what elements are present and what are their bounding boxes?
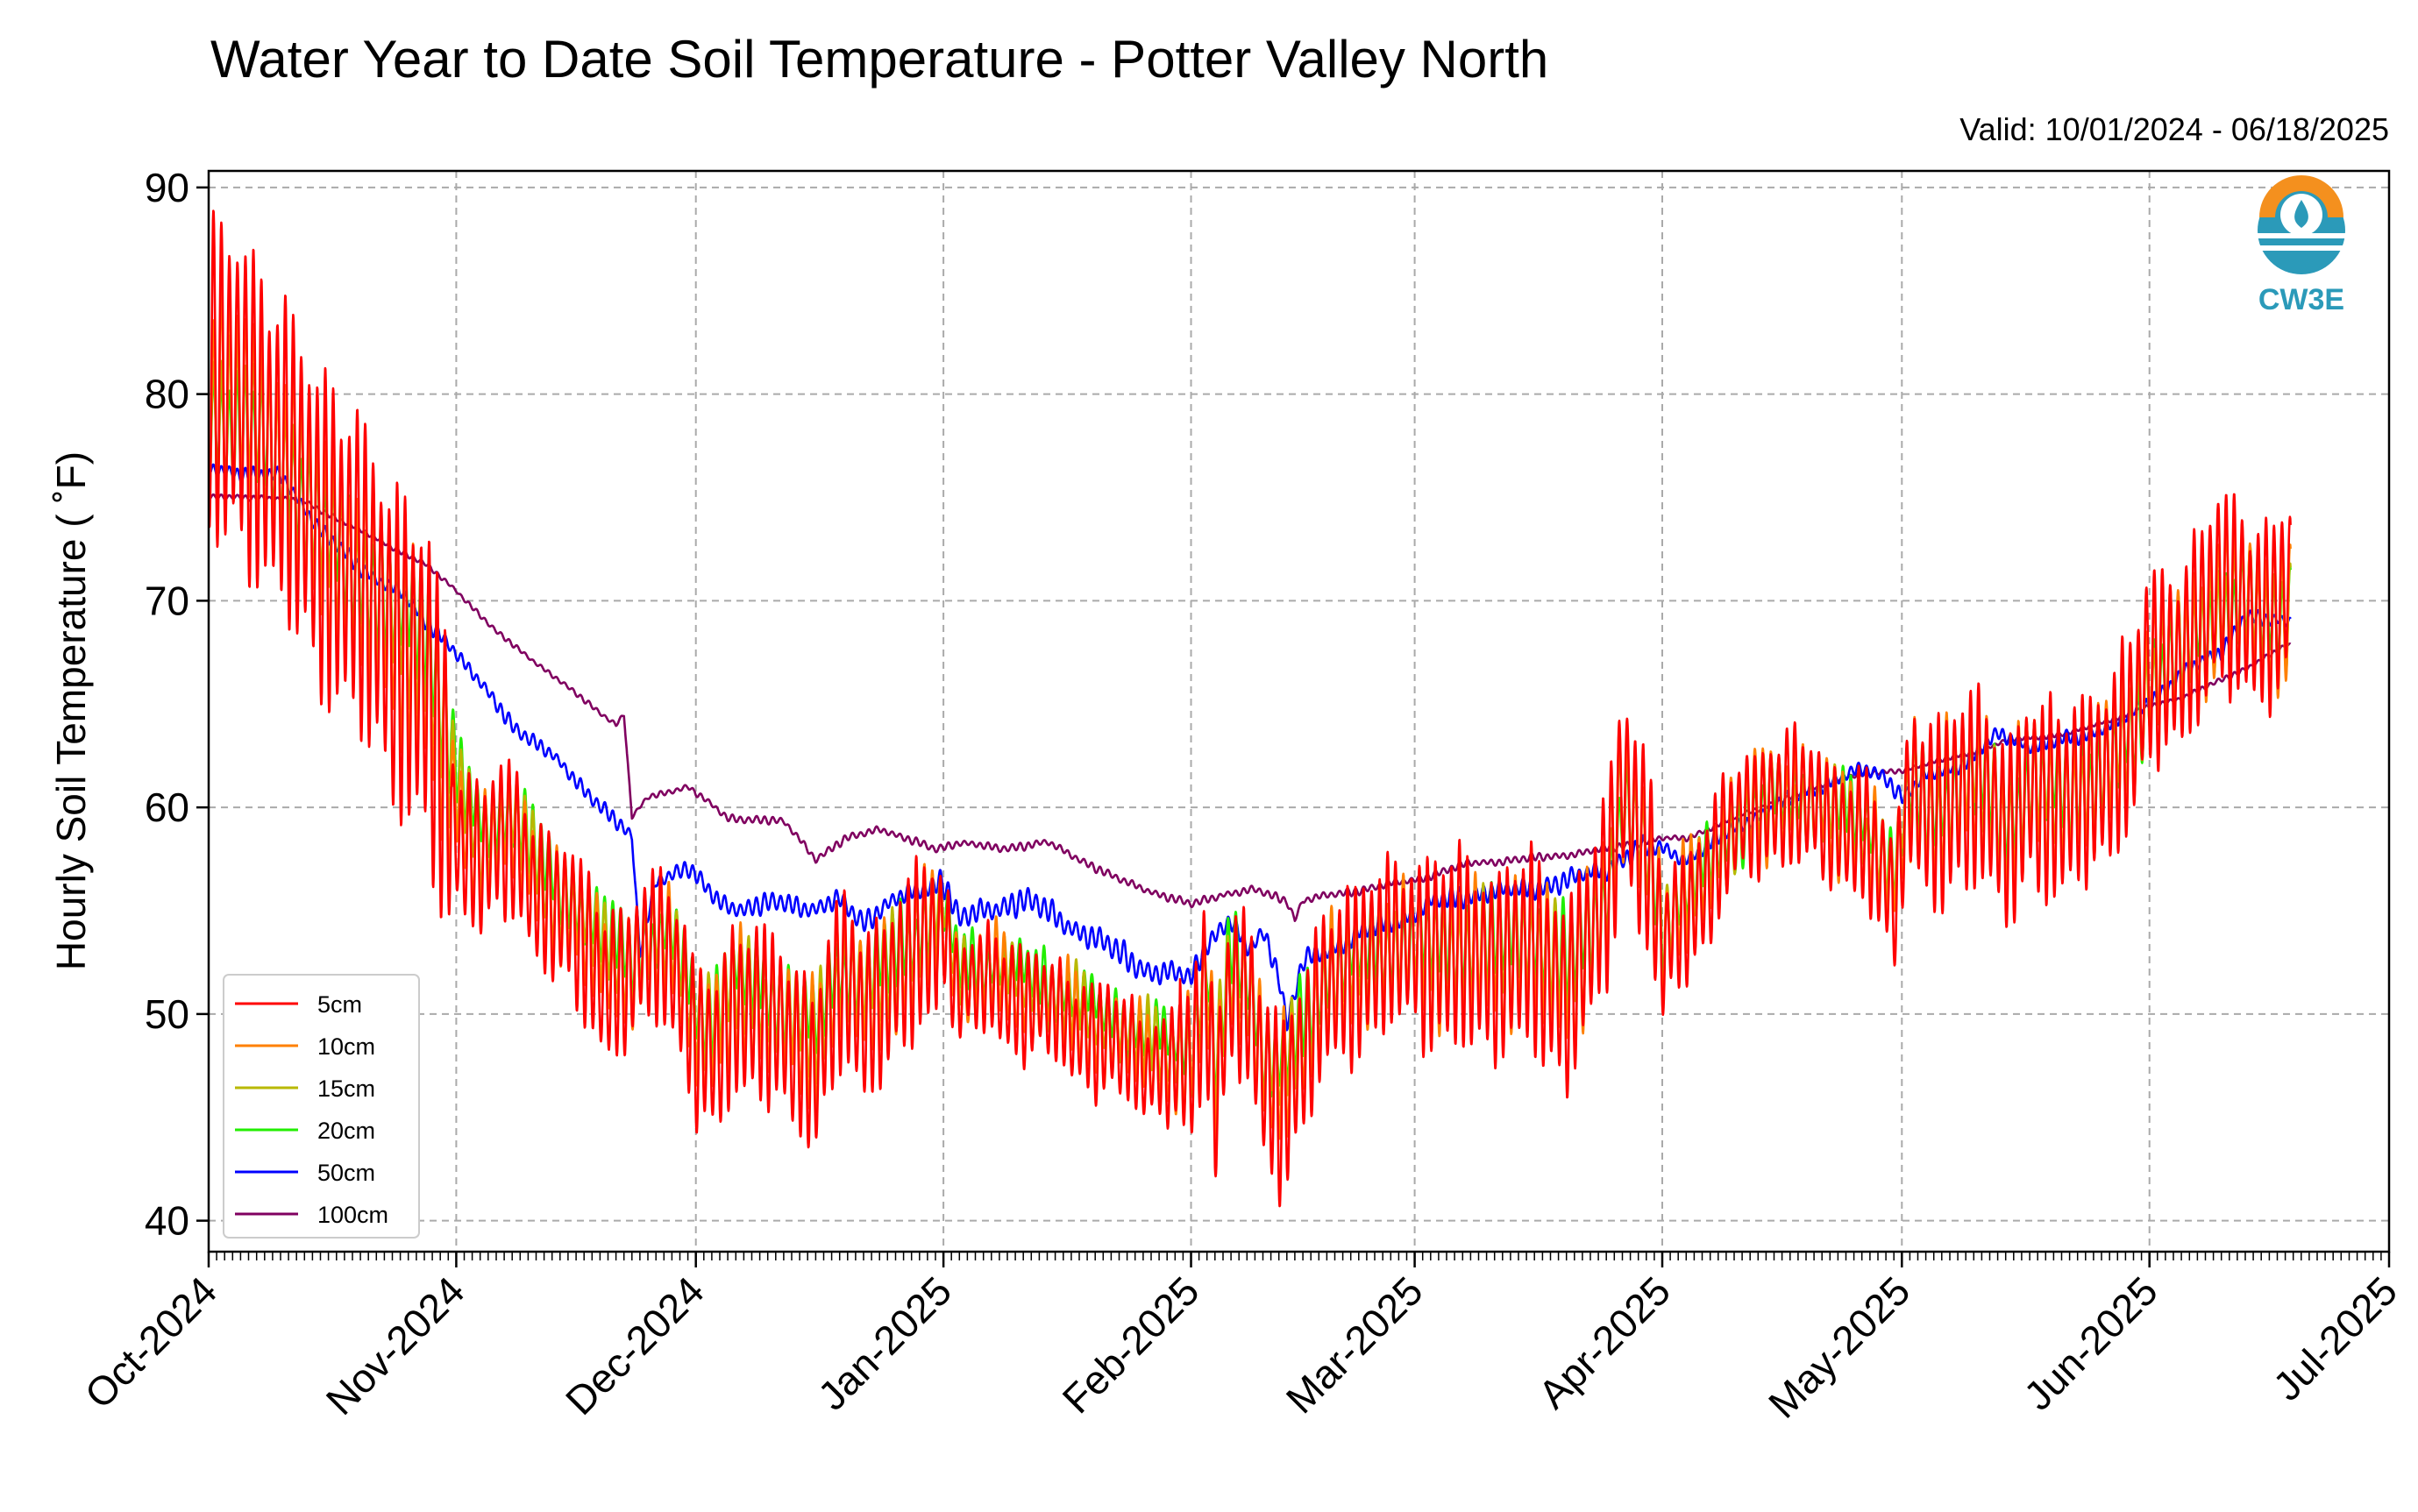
y-axis-ticks: 40 50 60 70 80 90 <box>145 165 209 1244</box>
legend-label-100cm: 100cm <box>317 1202 388 1228</box>
legend-label-50cm: 50cm <box>317 1160 375 1186</box>
x-minor-tick-marks <box>208 1252 2390 1260</box>
y-axis-label: Hourly Soil Temperature ( ˚F) <box>48 451 94 970</box>
legend-label-15cm: 15cm <box>317 1075 375 1102</box>
y-tick-label: 90 <box>145 165 189 210</box>
x-tick-label: Jul-2025 <box>2265 1267 2407 1409</box>
legend-label-10cm: 10cm <box>317 1033 375 1060</box>
y-tick-label: 50 <box>145 991 189 1037</box>
y-tick-label: 70 <box>145 578 189 623</box>
chart-subtitle: Valid: 10/01/2024 - 06/18/2025 <box>1959 111 2389 147</box>
chart-title: Water Year to Date Soil Temperature - Po… <box>210 30 1548 89</box>
grid <box>209 171 2389 1252</box>
x-minor-ticks <box>208 1252 2390 1260</box>
x-tick-label: Dec-2024 <box>557 1267 713 1423</box>
y-tick-label: 80 <box>145 372 189 417</box>
legend-label-20cm: 20cm <box>317 1118 375 1144</box>
cw3e-logo: CW3E <box>2258 175 2345 316</box>
x-axis-ticks: Oct-2024 Nov-2024 Dec-2024 Jan-2025 Feb-2025… <box>76 1252 2407 1427</box>
x-tick-label: Nov-2024 <box>317 1267 473 1423</box>
x-tick-label: Feb-2025 <box>1054 1267 1208 1422</box>
x-tick-label: Oct-2024 <box>76 1267 226 1417</box>
x-tick-label: Mar-2025 <box>1277 1267 1432 1422</box>
legend-label-5cm: 5cm <box>317 991 362 1018</box>
x-tick-label: May-2025 <box>1760 1267 1918 1426</box>
series-line-50cm <box>209 463 2292 1032</box>
logo-text: CW3E <box>2258 283 2344 316</box>
x-tick-label: Apr-2025 <box>1529 1267 1679 1417</box>
logo-wave-2 <box>2260 245 2343 251</box>
x-tick-label: Jun-2025 <box>2015 1267 2166 1418</box>
legend: 5cm 10cm 15cm 20cm 50cm 100cm <box>223 974 420 1239</box>
y-tick-label: 60 <box>145 784 189 830</box>
series-line-100cm <box>209 493 2292 922</box>
plot-frame <box>207 169 2391 1253</box>
series-lines <box>209 209 2292 1208</box>
logo-sun-arc <box>2259 175 2343 217</box>
y-tick-label: 40 <box>145 1198 189 1244</box>
water-drop-icon <box>2294 200 2308 228</box>
series-line-5cm <box>209 209 2292 1208</box>
x-tick-label: Jan-2025 <box>809 1267 960 1418</box>
